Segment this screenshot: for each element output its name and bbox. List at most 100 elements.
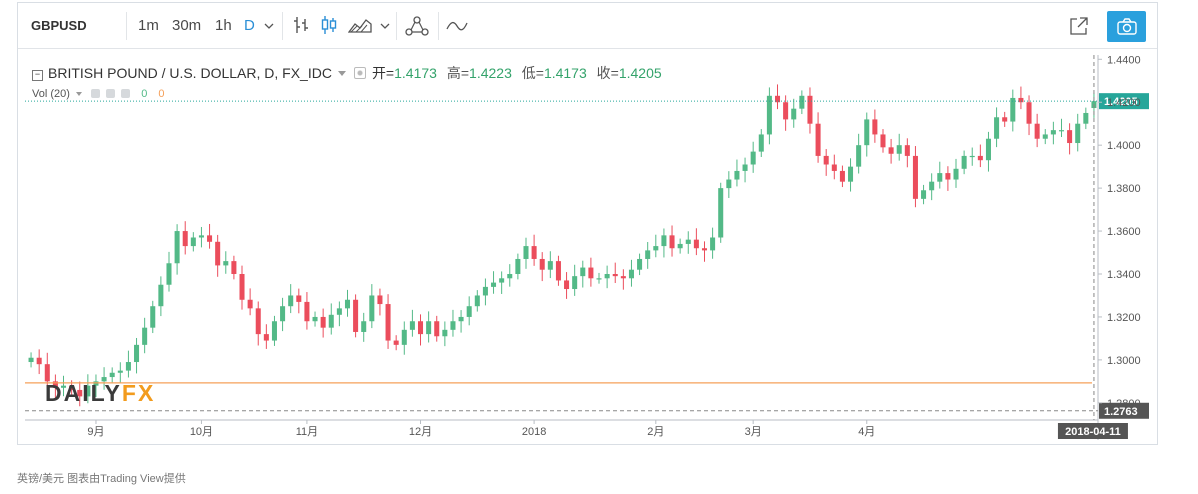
candle xyxy=(1067,123,1073,155)
interval-1m[interactable]: 1m xyxy=(138,17,159,34)
eye-icon[interactable] xyxy=(91,89,101,98)
candle xyxy=(661,228,667,258)
candle xyxy=(401,321,407,355)
candle xyxy=(60,375,67,397)
candle xyxy=(369,284,375,329)
legend-title: BRITISH POUND / U.S. DOLLAR, D, FX_IDC xyxy=(48,65,332,81)
candle xyxy=(36,349,42,375)
candle-body xyxy=(93,381,99,386)
candle xyxy=(215,234,221,277)
candle xyxy=(125,350,131,378)
chevron-down-icon[interactable] xyxy=(337,71,346,76)
volume-value-1: 0 xyxy=(141,88,148,100)
candle-body xyxy=(856,145,862,167)
candle xyxy=(726,171,732,198)
crosshair-date-tag xyxy=(1057,423,1128,439)
candle xyxy=(271,315,277,346)
chart-area[interactable]: 1.4205 1.2763 2018-04-11 1.4400 1.4200 1.400… xyxy=(25,55,1150,440)
candle-body xyxy=(1002,117,1008,122)
candle-body xyxy=(28,357,34,363)
candle-body xyxy=(377,295,383,305)
camera-icon xyxy=(1117,18,1137,35)
candle-body xyxy=(750,151,756,165)
x-tick-label: 4月 xyxy=(858,426,875,438)
candle-body xyxy=(539,258,545,270)
interval-d[interactable]: D xyxy=(244,17,255,34)
candle-body xyxy=(166,263,172,285)
crosshair-date-label: 2018-04-11 xyxy=(1065,426,1121,438)
close-icon[interactable] xyxy=(121,89,131,98)
candle xyxy=(344,289,351,317)
symbol-label[interactable]: GBPUSD xyxy=(31,18,87,33)
candle-body xyxy=(766,95,772,135)
candle-body xyxy=(912,155,918,199)
candle xyxy=(312,311,318,327)
candle xyxy=(434,315,440,342)
candle xyxy=(564,272,570,299)
candle-body xyxy=(182,231,188,247)
y-tick-label: 1.4000 xyxy=(1107,140,1141,152)
candle xyxy=(166,251,172,292)
candle xyxy=(288,284,294,314)
candle-body xyxy=(125,362,131,371)
candle-body xyxy=(142,327,148,345)
snapshot-button[interactable] xyxy=(1107,11,1146,42)
candle-style-icon[interactable] xyxy=(320,15,338,35)
bar-style-icon[interactable] xyxy=(292,15,310,35)
candle-body xyxy=(774,95,781,103)
candle xyxy=(750,141,756,173)
candle xyxy=(693,228,699,256)
crosshair-price-tag xyxy=(1099,402,1149,419)
chevron-down-icon[interactable] xyxy=(75,92,82,96)
x-tick-label: 12月 xyxy=(409,426,432,438)
dailyfx-logo: DAILYFX xyxy=(45,380,155,407)
candle-body xyxy=(661,235,667,247)
candle xyxy=(1010,89,1016,132)
candle-body xyxy=(458,316,464,322)
candle-body xyxy=(888,147,894,154)
candle-body xyxy=(190,237,196,247)
candle-body xyxy=(482,286,488,296)
toolbar-divider xyxy=(438,12,439,40)
candle-body xyxy=(710,237,716,251)
x-tick-label: 3月 xyxy=(745,426,762,438)
candle xyxy=(142,317,148,354)
chevron-down-icon[interactable] xyxy=(380,23,390,30)
candle-body xyxy=(620,276,626,279)
collapse-icon[interactable]: − xyxy=(32,70,43,81)
candlestick-chart[interactable]: 1.4205 1.2763 2018-04-11 1.4400 1.4200 1.400… xyxy=(25,55,1150,440)
chevron-down-icon[interactable] xyxy=(264,23,274,30)
candle-body xyxy=(288,295,294,307)
candle-body xyxy=(701,248,708,251)
candle-body xyxy=(263,334,269,341)
candle-body xyxy=(1067,130,1073,144)
candle-body xyxy=(361,321,367,332)
candle-body xyxy=(669,235,675,249)
candle xyxy=(815,112,821,163)
candle xyxy=(1018,86,1024,110)
candle-body xyxy=(1026,102,1032,124)
eye-icon[interactable] xyxy=(353,67,366,79)
low-label: 低= xyxy=(521,65,544,81)
settings-icon[interactable] xyxy=(106,89,116,98)
chart-caption: 英镑/美元 图表由Trading View提供 xyxy=(17,473,186,485)
candle xyxy=(393,335,399,351)
compare-icon[interactable] xyxy=(404,15,430,37)
candle xyxy=(280,297,286,332)
candle-body xyxy=(1083,112,1089,124)
interval-30m[interactable]: 30m xyxy=(172,17,202,34)
indicator-icon[interactable] xyxy=(446,19,468,33)
mountain-style-icon[interactable] xyxy=(348,15,372,35)
share-icon[interactable] xyxy=(1069,16,1089,36)
x-tick-label: 2月 xyxy=(647,426,664,438)
candle xyxy=(572,264,578,296)
candle xyxy=(450,309,456,337)
candle-body xyxy=(442,329,448,337)
candle-body xyxy=(693,239,699,249)
interval-1h[interactable]: 1h xyxy=(215,17,232,34)
candle xyxy=(945,166,951,191)
candle xyxy=(377,288,383,316)
chart-widget: GBPUSD 1m 30m 1h D 1.4205 1.2763 2018-04-1… xyxy=(17,2,1158,445)
candle xyxy=(580,260,586,288)
candle-body xyxy=(207,235,213,242)
